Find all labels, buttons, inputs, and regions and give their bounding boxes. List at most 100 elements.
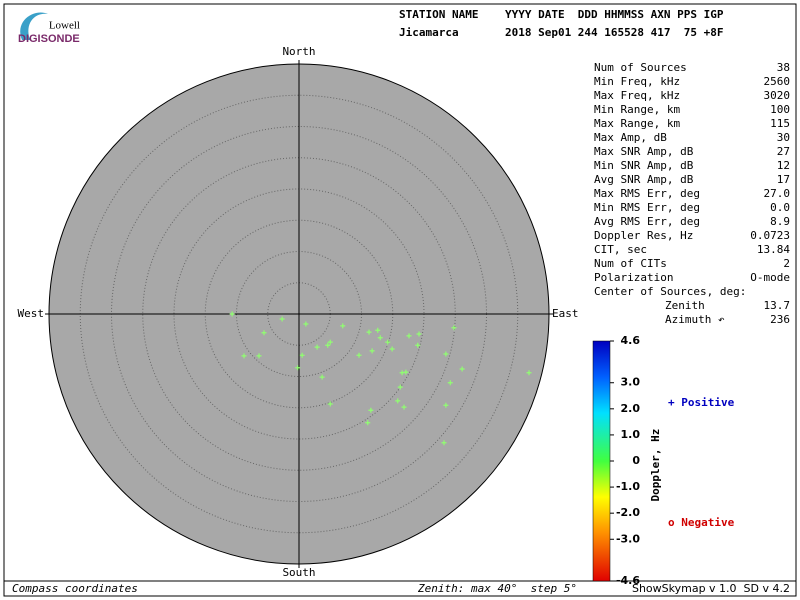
legend-negative: o Negative	[668, 516, 735, 529]
source-point	[415, 342, 421, 348]
source-point	[451, 325, 457, 331]
source-point	[319, 374, 325, 380]
colorbar-tick-label: 1.0	[621, 428, 641, 441]
source-point	[261, 330, 267, 336]
stat-label: Num of CITs	[594, 257, 667, 270]
source-point	[389, 346, 395, 352]
source-point	[368, 407, 374, 413]
source-point	[403, 369, 409, 375]
source-point	[303, 321, 309, 327]
source-point	[229, 311, 235, 317]
stat-label: Zenith	[665, 299, 705, 312]
colorbar-tick-label: -3.0	[616, 532, 640, 545]
source-point	[406, 333, 412, 339]
stat-label: Min RMS Err, deg	[594, 201, 700, 214]
header-labels: STATION NAME YYYY DATE DDD HHMMSS AXN PP…	[399, 8, 724, 21]
colorbar-tick-label: -4.6	[616, 574, 640, 587]
stat-value: 2560	[764, 75, 791, 88]
source-point	[443, 402, 449, 408]
stat-value: 38	[777, 61, 790, 74]
source-point	[459, 366, 465, 372]
source-point	[340, 323, 346, 329]
colorbar-tick-label: -1.0	[616, 480, 640, 493]
source-point	[299, 352, 305, 358]
source-point	[325, 342, 331, 348]
logo-text: DIGISONDE	[18, 33, 80, 45]
stat-label: Min Freq, kHz	[594, 75, 680, 88]
header-values: Jicamarca 2018 Sep01 244 165528 417 75 +…	[399, 26, 724, 39]
frame	[3, 3, 797, 597]
stat-label: Max Amp, dB	[594, 131, 667, 144]
source-point	[327, 401, 333, 407]
source-point	[441, 440, 447, 446]
source-point	[399, 370, 405, 376]
source-point	[356, 352, 362, 358]
source-point	[401, 404, 407, 410]
stat-value: 236	[770, 313, 790, 326]
stat-label: Max RMS Err, deg	[594, 187, 700, 200]
stat-value: 0.0723	[750, 229, 790, 242]
stat-value: 100	[770, 103, 790, 116]
colorbar-tick-label: -2.0	[616, 506, 640, 519]
stat-label: Max Freq, kHz	[594, 89, 680, 102]
source-point	[377, 335, 383, 341]
colorbar	[592, 340, 611, 582]
source-point	[314, 344, 320, 350]
stat-label: CIT, sec	[594, 243, 647, 256]
logo-text: Lowell	[49, 20, 80, 32]
colorbar-tick-label: 3.0	[621, 376, 641, 389]
stat-value: 17	[777, 173, 790, 186]
stat-value: 13.7	[764, 299, 791, 312]
stat-label: Azimuth ↶	[665, 313, 725, 326]
source-point	[397, 384, 403, 390]
source-point	[241, 353, 247, 359]
source-point	[416, 331, 422, 337]
stat-label: Polarization	[594, 271, 673, 284]
stat-value: O-mode	[750, 271, 790, 284]
source-point	[385, 339, 391, 345]
stat-value: 8.9	[770, 215, 790, 228]
source-point	[369, 348, 375, 354]
logo-swoosh	[20, 12, 48, 40]
stat-label: Max Range, km	[594, 117, 680, 130]
stat-label: Avg SNR Amp, dB	[594, 173, 694, 186]
footer-left: Compass coordinates	[12, 582, 138, 595]
colorbar-tick-label: 2.0	[621, 402, 641, 415]
stat-value: 27	[777, 145, 790, 158]
source-point	[526, 370, 532, 376]
stat-value: 115	[770, 117, 790, 130]
colorbar-tick-label: 4.6	[621, 334, 641, 347]
source-point	[375, 327, 381, 333]
stat-label: Max SNR Amp, dB	[594, 145, 694, 158]
compass-label: West	[18, 307, 45, 320]
source-point	[256, 353, 262, 359]
source-point	[395, 398, 401, 404]
stat-value: 2	[783, 257, 790, 270]
stat-value: 12	[777, 159, 790, 172]
colorbar-label: Doppler, Hz	[649, 429, 662, 502]
legend-positive: + Positive	[668, 396, 735, 409]
source-point	[279, 316, 285, 322]
source-point	[366, 329, 372, 335]
stat-value: 0.0	[770, 201, 790, 214]
stat-label: Min SNR Amp, dB	[594, 159, 694, 172]
stat-label: Min Range, km	[594, 103, 680, 116]
colorbar-tick-label: 0	[632, 454, 640, 467]
stat-label: Avg RMS Err, deg	[594, 215, 700, 228]
footer-right: ShowSkymap v 1.0 SD v 4.2	[632, 582, 790, 595]
stat-label: Doppler Res, Hz	[594, 229, 693, 242]
compass-label: South	[282, 566, 315, 579]
stat-value: 27.0	[764, 187, 791, 200]
stat-value: 3020	[764, 89, 791, 102]
stat-value: 30	[777, 131, 790, 144]
source-point	[327, 339, 333, 345]
footer-middle: Zenith: max 40° step 5°	[417, 582, 577, 595]
source-point	[443, 351, 449, 357]
stat-label: Center of Sources, deg:	[594, 285, 746, 298]
compass-label: East	[552, 307, 579, 320]
stat-value: 13.84	[757, 243, 790, 256]
source-point	[365, 420, 371, 426]
source-point	[447, 380, 453, 386]
source-point	[295, 365, 301, 371]
